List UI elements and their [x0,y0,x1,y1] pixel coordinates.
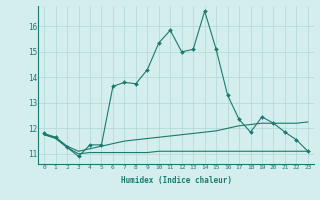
X-axis label: Humidex (Indice chaleur): Humidex (Indice chaleur) [121,176,231,185]
